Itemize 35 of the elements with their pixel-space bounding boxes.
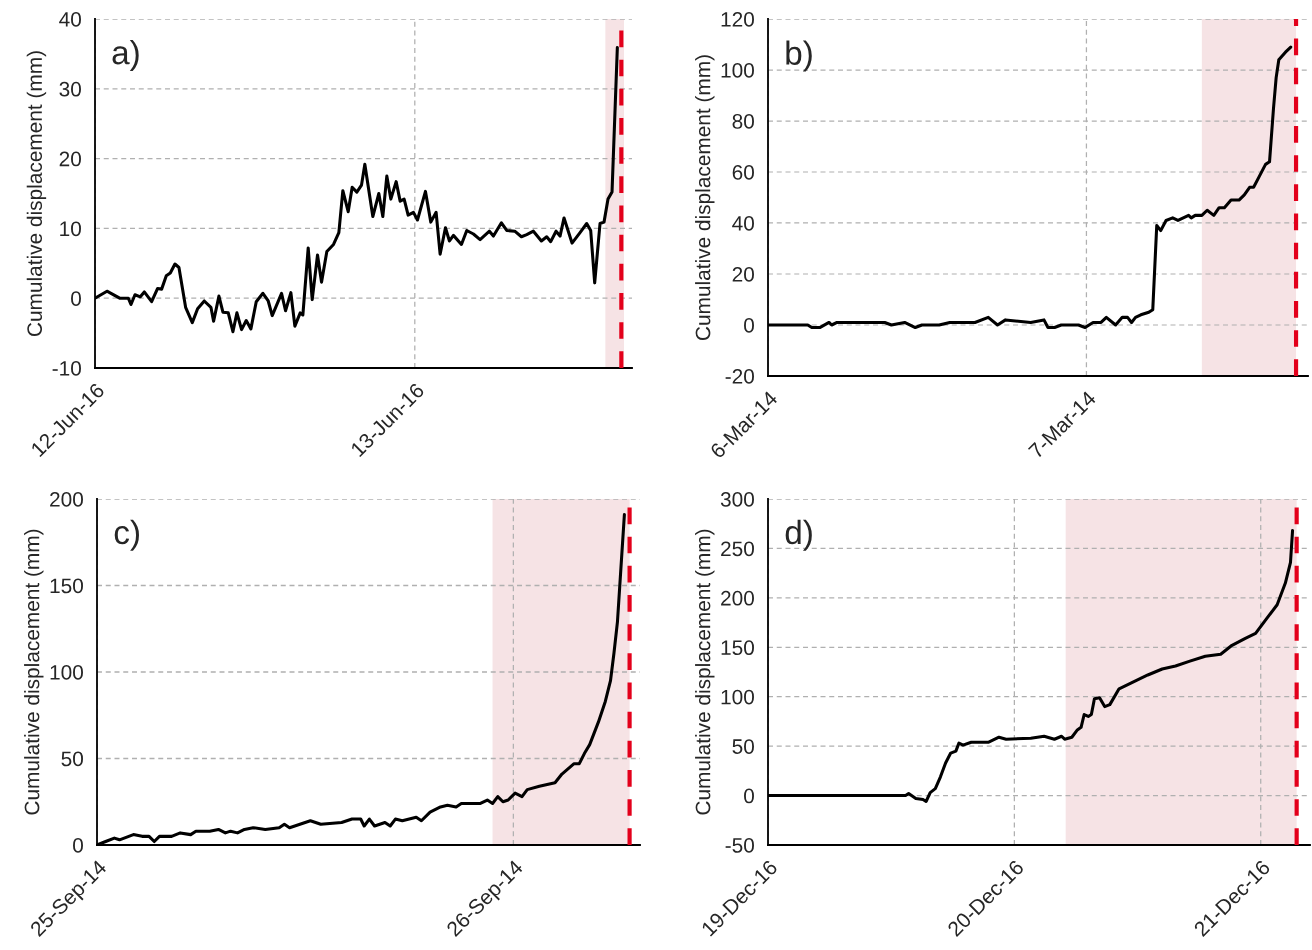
y-tick-label: -50	[725, 838, 754, 853]
annotation: b)	[786, 40, 812, 72]
y-tick-label: 30	[59, 81, 81, 97]
annotation: c)	[114, 519, 139, 551]
y-tick-label: 60	[732, 165, 754, 180]
y-tick-label: 50	[61, 751, 83, 767]
y-tick-label: 20	[59, 151, 81, 167]
y-tick-label: 0	[71, 291, 81, 306]
y-tick-label: 40	[59, 12, 81, 27]
y-tick-label: 200	[50, 492, 83, 507]
y-tick-label: 50	[732, 739, 754, 754]
y-tick-label: 200	[721, 590, 754, 606]
y-tick-label: 40	[732, 216, 754, 231]
y-axis-title: Cumulative displacement (mm)	[695, 55, 715, 340]
y-tick-label: -20	[725, 369, 754, 384]
y-tick-label: 100	[50, 665, 83, 680]
y-tick-label: 100	[721, 689, 754, 705]
y-axis-title: Cumulative displacement (mm)	[24, 529, 44, 815]
y-tick-label: 20	[732, 267, 754, 282]
y-tick-label: -10	[52, 361, 81, 376]
y-tick-label: 100	[721, 63, 754, 78]
y-tick-label: 0	[744, 788, 754, 804]
y-tick-label: 0	[73, 838, 83, 853]
y-axis-title: Cumulative displacement (mm)	[26, 51, 47, 336]
y-tick-label: 150	[721, 640, 754, 656]
y-tick-label: 300	[720, 492, 754, 507]
y-tick-label: 10	[60, 221, 81, 237]
y-tick-label: 150	[50, 578, 83, 594]
y-axis-title: Cumulative displacement (mm)	[695, 529, 715, 815]
y-tick-label: 80	[732, 114, 754, 129]
y-tick-label: 0	[744, 318, 754, 333]
y-tick-label: 120	[721, 12, 754, 27]
y-tick-label: 250	[721, 541, 754, 557]
annotation: d)	[785, 519, 812, 551]
annotation: a)	[112, 39, 139, 71]
